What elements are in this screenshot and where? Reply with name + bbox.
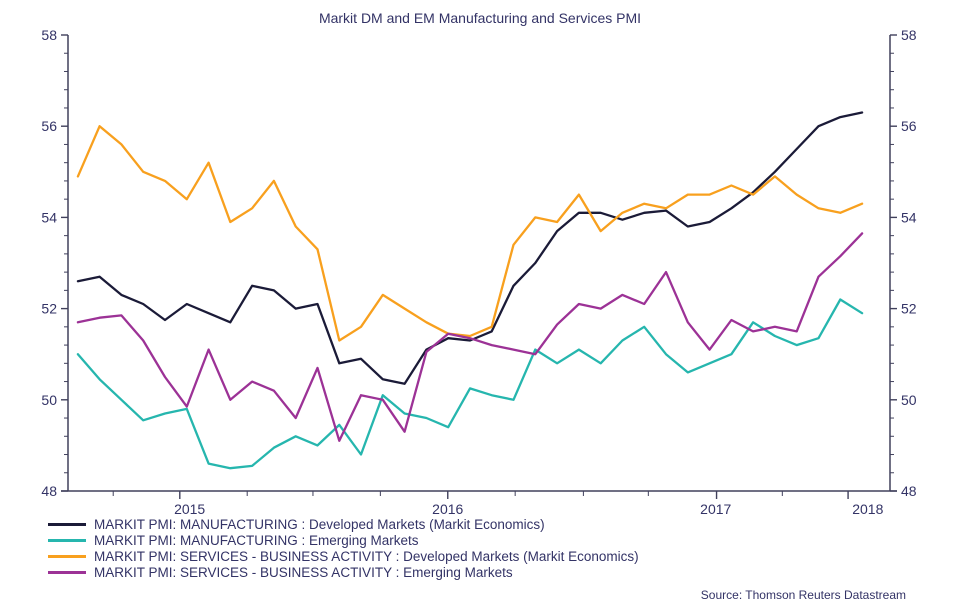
legend-label-services-em: MARKIT PMI: SERVICES - BUSINESS ACTIVITY… [94,564,513,580]
y-axis-label-left: 54 [41,209,57,225]
x-axis-year-label: 2017 [700,501,731,517]
series-line-3 [76,232,864,442]
y-axis-label-right: 58 [901,27,917,43]
legend-swatch-manufacturing-dm [48,522,86,526]
y-axis-label-right: 52 [901,301,917,317]
chart-title: Markit DM and EM Manufacturing and Servi… [318,10,642,26]
y-axis-label-right: 54 [901,209,917,225]
legend-swatch-services-dm [48,554,86,558]
y-axis-label-left: 56 [41,118,57,134]
legend-item: MARKIT PMI: SERVICES - BUSINESS ACTIVITY… [48,564,639,580]
x-axis-year-label: 2015 [174,501,205,517]
y-axis-label-right: 50 [901,392,917,408]
legend-item: MARKIT PMI: MANUFACTURING : Developed Ma… [48,516,639,532]
series-line-2 [76,125,864,342]
y-axis-label-left: 48 [41,483,57,499]
legend-swatch-services-em [48,570,86,574]
x-axis-year-label: 2018 [852,501,883,517]
x-axis-year-label: 2016 [432,501,463,517]
legend-label-services-dm: MARKIT PMI: SERVICES - BUSINESS ACTIVITY… [94,548,639,564]
y-axis-label-right: 56 [901,118,917,134]
legend-swatch-manufacturing-em [48,538,86,542]
y-axis-label-right: 48 [901,483,917,499]
legend: MARKIT PMI: MANUFACTURING : Developed Ma… [48,516,639,580]
legend-label-manufacturing-dm: MARKIT PMI: MANUFACTURING : Developed Ma… [94,516,545,532]
legend-label-manufacturing-em: MARKIT PMI: MANUFACTURING : Emerging Mar… [94,532,419,548]
y-axis-label-left: 52 [41,301,57,317]
series-line-0 [76,111,864,385]
source-credit: Source: Thomson Reuters Datastream [700,588,906,602]
y-axis-label-left: 50 [41,392,57,408]
series-line-1 [76,298,864,470]
y-axis-label-left: 58 [41,27,57,43]
legend-item: MARKIT PMI: MANUFACTURING : Emerging Mar… [48,532,639,548]
legend-item: MARKIT PMI: SERVICES - BUSINESS ACTIVITY… [48,548,639,564]
